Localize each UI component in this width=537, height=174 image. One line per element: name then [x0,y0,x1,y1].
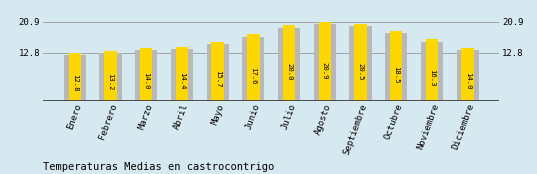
Bar [242,37,264,101]
Bar [207,44,229,101]
Bar [212,42,224,101]
Bar [426,39,438,101]
Text: 20.5: 20.5 [358,63,364,80]
Text: 15.7: 15.7 [215,70,221,87]
Bar [64,55,86,101]
Bar [69,53,81,101]
Bar [456,50,478,101]
Text: 20.9: 20.9 [322,62,328,80]
Text: 20.0: 20.0 [286,64,292,81]
Bar [140,48,153,101]
Text: 12.8: 12.8 [72,74,78,91]
Bar [385,33,407,101]
Bar [135,50,157,101]
Bar [99,53,121,101]
Bar [354,23,367,101]
Bar [171,49,193,101]
Bar [283,25,295,101]
Text: 14.0: 14.0 [143,72,149,90]
Bar [350,26,372,101]
Bar [461,48,474,101]
Bar [390,31,402,101]
Bar [176,46,188,101]
Text: 14.4: 14.4 [179,72,185,89]
Bar [314,24,336,101]
Text: 14.0: 14.0 [465,72,470,90]
Bar [421,42,443,101]
Text: 17.6: 17.6 [250,67,256,84]
Bar [278,28,300,101]
Bar [247,34,259,101]
Text: 16.3: 16.3 [429,69,435,86]
Text: 13.2: 13.2 [107,73,113,91]
Bar [104,51,117,101]
Text: 18.5: 18.5 [393,66,399,83]
Bar [318,22,331,101]
Text: Temperaturas Medias en castrocontrigo: Temperaturas Medias en castrocontrigo [43,162,274,172]
